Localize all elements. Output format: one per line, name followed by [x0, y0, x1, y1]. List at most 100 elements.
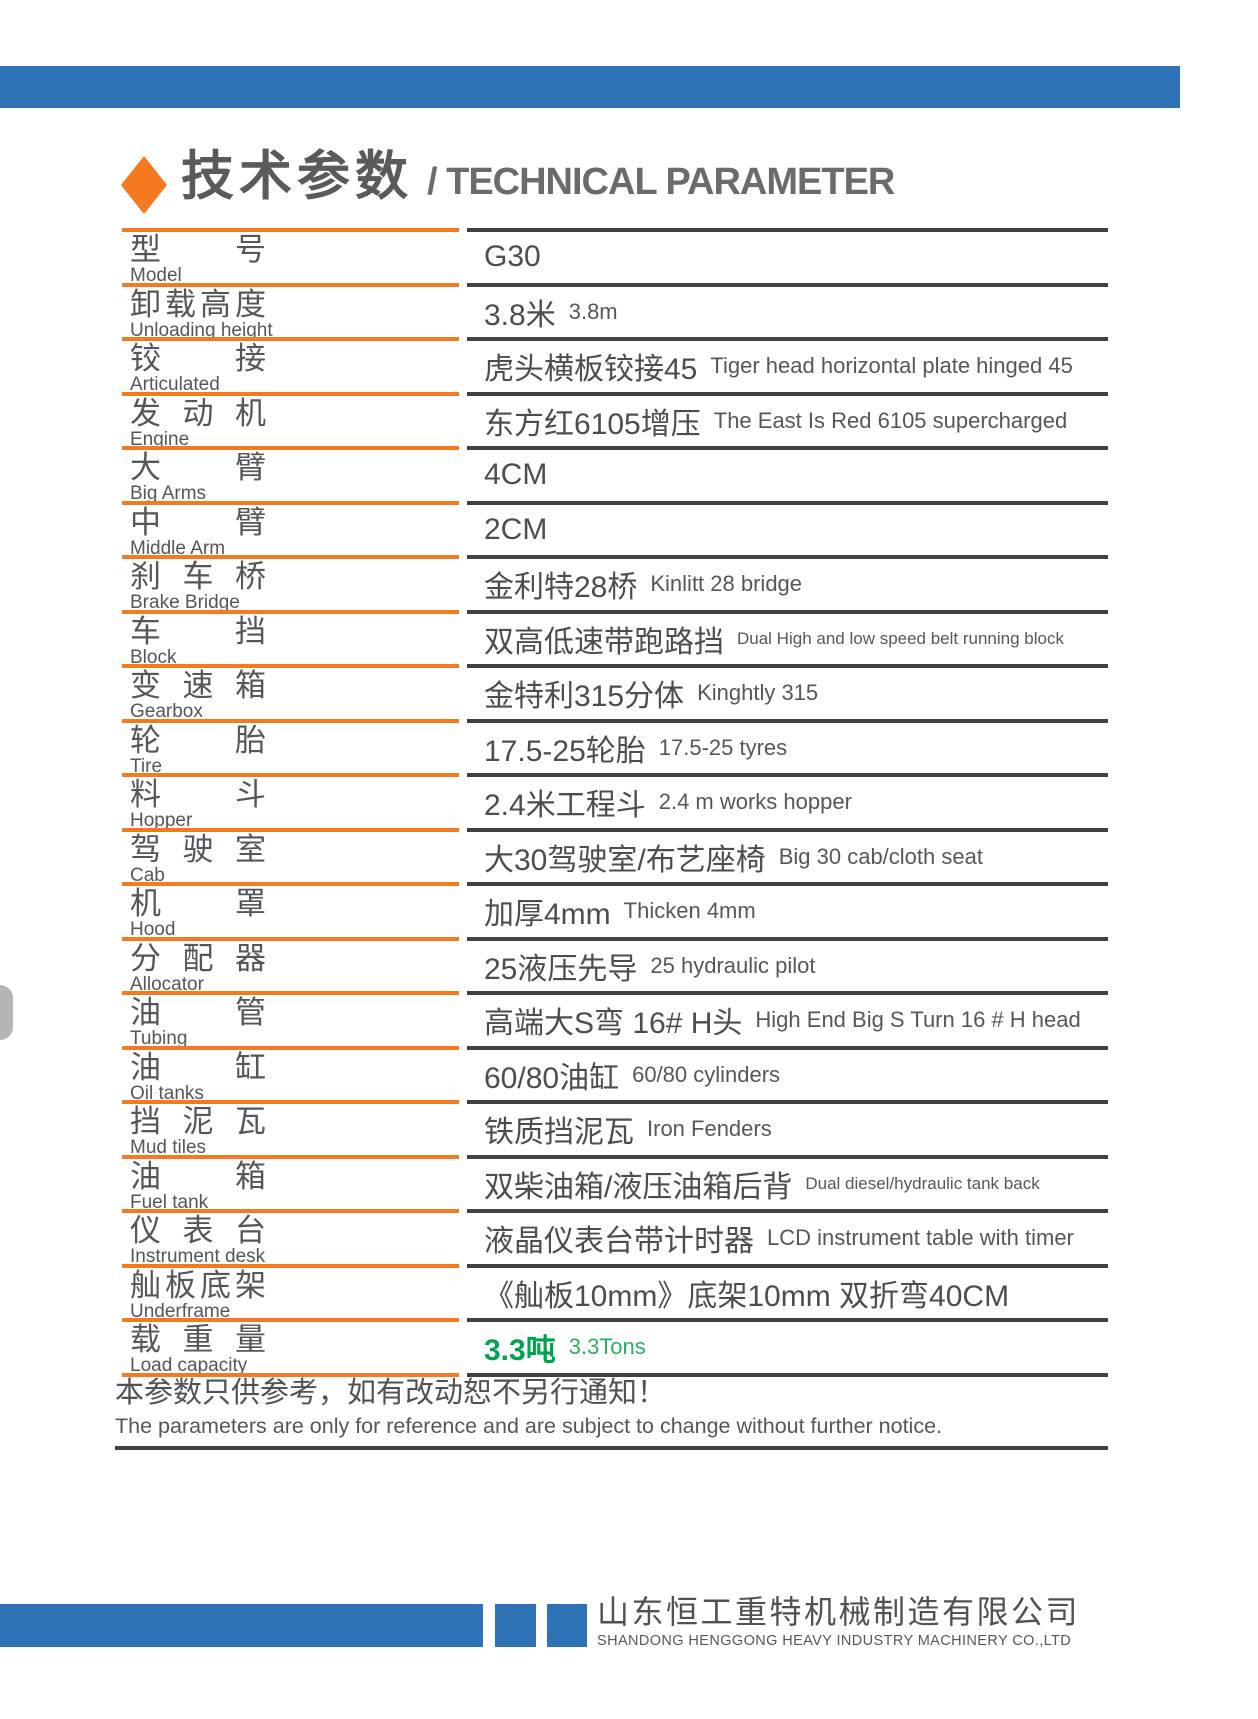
row-label-zh: 载 重 量 — [130, 1322, 266, 1357]
row-value-zh: 《舢板10mm》底架10mm 双折弯40CM — [484, 1279, 1010, 1313]
row-value-zh: 2CM — [484, 512, 548, 546]
row-label-en: Fuel tank — [130, 1191, 209, 1213]
row-label-en: Block — [130, 646, 177, 668]
spec-table: 型 号 Model G30 卸载高度 Unloading height 3.8米… — [122, 228, 1108, 1377]
row-label-en: Underframe — [130, 1300, 231, 1322]
row-label-en: Middle Arm — [130, 537, 226, 559]
table-row: 型 号 Model G30 — [122, 228, 1108, 286]
row-label-en: Cab — [130, 864, 165, 886]
row-label-en: Allocator — [130, 973, 204, 995]
row-label-cell: 刹 车 桥 Brake Bridge — [122, 555, 459, 613]
company-name-en: SHANDONG HENGGONG HEAVY INDUSTRY MACHINE… — [597, 1633, 1072, 1649]
row-label-en: Instrument desk — [130, 1246, 266, 1267]
row-label-en: Unloading height — [130, 319, 273, 341]
page-title-zh: 技术参数 — [181, 147, 413, 206]
row-value-cell: G30 — [467, 228, 1108, 283]
row-value-cell: 17.5-25轮胎 17.5-25 tyres — [467, 718, 1108, 774]
company-block: 山东恒工重特机械制造有限公司 SHANDONG HENGGONG HEAVY I… — [597, 1592, 1080, 1650]
row-label-cell: 中 臂 Middle Arm — [122, 500, 459, 559]
row-label-zh: 中 臂 — [130, 504, 266, 540]
row-value-cell: 液晶仪表台带计时器 LCD instrument table with time… — [467, 1209, 1108, 1264]
row-label-cell: 油 缸 Oil tanks — [122, 1045, 459, 1103]
top-blue-band — [0, 66, 1180, 108]
row-value-cell: 《舢板10mm》底架10mm 双折弯40CM — [467, 1263, 1108, 1319]
row-value-zh: 金特利315分体 — [484, 680, 685, 714]
table-row: 舢板底架 Underframe 《舢板10mm》底架10mm 双折弯40CM — [122, 1263, 1108, 1322]
row-label-zh: 挡 泥 瓦 — [130, 1104, 266, 1139]
row-value-cell: 3.3吨 3.3Tons — [467, 1318, 1108, 1373]
row-value-zh: 25液压先导 — [484, 952, 638, 986]
row-label-zh: 卸载高度 — [130, 286, 266, 322]
row-label-cell: 卸载高度 Unloading height — [122, 282, 459, 341]
row-value-cell: 大30驾驶室/布艺座椅 Big 30 cab/cloth seat — [467, 827, 1108, 883]
row-label-cell: 分 配 器 Allocator — [122, 936, 459, 995]
row-value-en: 60/80 cylinders — [632, 1061, 781, 1087]
table-row: 车 挡 Block 双高低速带跑路挡 Dual High and low spe… — [122, 609, 1108, 668]
table-row: 油 管 Tubing 高端大S弯 16# H头 High End Big S T… — [122, 991, 1108, 1049]
row-value-en: Big 30 cab/cloth seat — [778, 843, 983, 869]
row-value-en: Dual High and low speed belt running blo… — [737, 628, 1064, 648]
row-value-zh: 虎头横板铰接45 — [484, 353, 698, 387]
row-label-en: Model — [130, 265, 182, 286]
table-row: 分 配 器 Allocator 25液压先导 25 hydraulic pilo… — [122, 936, 1108, 995]
row-value-en: High End Big S Turn 16 # H head — [755, 1007, 1081, 1033]
row-label-zh: 分 配 器 — [130, 940, 266, 976]
row-label-cell: 料 斗 Hopper — [122, 773, 459, 830]
row-value-en: 25 hydraulic pilot — [650, 952, 816, 978]
row-label-zh: 料 斗 — [130, 777, 266, 812]
row-value-en: Tiger head horizontal plate hinged 45 — [710, 353, 1073, 379]
row-label-cell: 轮 胎 Tire — [122, 718, 459, 776]
row-value-zh: 17.5-25轮胎 — [484, 734, 646, 768]
table-row: 卸载高度 Unloading height 3.8米 3.8m — [122, 282, 1108, 341]
row-label-en: Hood — [130, 919, 176, 940]
row-label-en: Gearbox — [130, 701, 203, 722]
row-label-en: Tubing — [130, 1028, 188, 1049]
row-value-cell: 加厚4mm Thicken 4mm — [467, 882, 1108, 937]
row-label-en: Big Arms — [130, 483, 207, 504]
row-label-en: Mud tiles — [130, 1137, 207, 1158]
diamond-icon — [121, 156, 167, 214]
row-label-zh: 大 臂 — [130, 450, 266, 485]
row-label-zh: 发 动 机 — [130, 395, 266, 431]
row-value-zh: G30 — [484, 240, 541, 274]
row-value-zh: 加厚4mm — [484, 898, 611, 932]
row-value-zh: 铁质挡泥瓦 — [484, 1116, 634, 1150]
row-label-zh: 型 号 — [130, 232, 266, 267]
table-row: 驾 驶 室 Cab 大30驾驶室/布艺座椅 Big 30 cab/cloth s… — [122, 827, 1108, 886]
company-name-zh: 山东恒工重特机械制造有限公司 — [597, 1594, 1081, 1630]
row-value-cell: 金利特28桥 Kinlitt 28 bridge — [467, 555, 1108, 610]
row-value-cell: 金特利315分体 Kinghtly 315 — [467, 664, 1108, 719]
row-value-zh: 3.8米 — [484, 298, 556, 332]
table-row: 大 臂 Big Arms 4CM — [122, 446, 1108, 504]
row-value-en: LCD instrument table with timer — [767, 1225, 1074, 1251]
row-label-en: Engine — [130, 428, 190, 450]
row-label-cell: 驾 驶 室 Cab — [122, 827, 459, 886]
row-label-cell: 载 重 量 Load capacity — [122, 1318, 459, 1375]
table-row: 机 罩 Hood 加厚4mm Thicken 4mm — [122, 882, 1108, 940]
table-row: 变 速 箱 Gearbox 金特利315分体 Kinghtly 315 — [122, 664, 1108, 722]
row-value-cell: 2.4米工程斗 2.4 m works hopper — [467, 773, 1108, 828]
row-value-en: 2.4 m works hopper — [658, 789, 852, 815]
row-value-zh: 2.4米工程斗 — [484, 789, 646, 823]
table-row: 轮 胎 Tire 17.5-25轮胎 17.5-25 tyres — [122, 718, 1108, 776]
row-label-zh: 铰 接 — [130, 341, 266, 376]
row-value-en: 17.5-25 tyres — [658, 734, 788, 760]
row-value-en: 3.8m — [568, 298, 618, 324]
row-value-zh: 4CM — [484, 458, 548, 492]
disclaimer-zh: 本参数只供参考，如有改动恕不另行通知！ — [115, 1377, 667, 1409]
table-row: 载 重 量 Load capacity 3.3吨 3.3Tons — [122, 1318, 1108, 1375]
table-row: 料 斗 Hopper 2.4米工程斗 2.4 m works hopper — [122, 773, 1108, 830]
row-label-zh: 油 缸 — [130, 1049, 266, 1085]
footer-blue-square — [495, 1604, 536, 1647]
row-label-zh: 舢板底架 — [130, 1267, 266, 1303]
table-row: 油 缸 Oil tanks 60/80油缸 60/80 cylinders — [122, 1045, 1108, 1103]
row-value-en: Dual diesel/hydraulic tank back — [805, 1173, 1040, 1193]
footer-blue-square — [547, 1604, 587, 1647]
row-label-zh: 变 速 箱 — [130, 668, 266, 703]
row-label-en: Brake Bridge — [130, 592, 240, 613]
row-value-en: Kinghtly 315 — [697, 680, 819, 706]
row-label-cell: 变 速 箱 Gearbox — [122, 664, 459, 722]
row-value-cell: 东方红6105增压 The East Is Red 6105 superchar… — [467, 391, 1108, 447]
row-value-cell: 60/80油缸 60/80 cylinders — [467, 1045, 1108, 1101]
row-label-cell: 铰 接 Articulated — [122, 337, 459, 394]
